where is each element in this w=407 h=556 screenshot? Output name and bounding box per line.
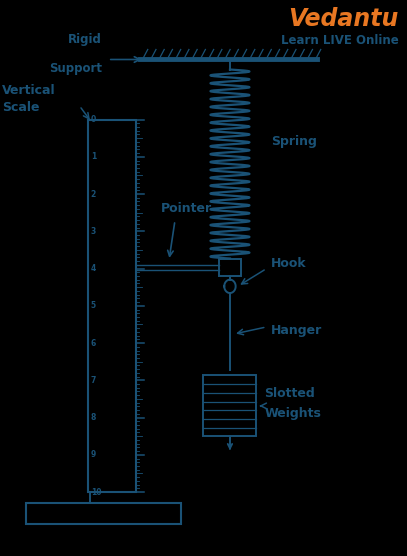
Bar: [219, 259, 241, 276]
Text: 9: 9: [91, 450, 96, 459]
Text: 8: 8: [91, 413, 96, 422]
Text: 4: 4: [91, 264, 96, 273]
Text: Weights: Weights: [265, 407, 322, 420]
Text: Scale: Scale: [2, 101, 39, 114]
Text: Vedantu: Vedantu: [289, 7, 399, 32]
Text: 0: 0: [91, 115, 96, 124]
Bar: [88, 120, 136, 492]
Text: Spring: Spring: [271, 135, 317, 148]
Text: 7: 7: [91, 376, 96, 385]
Text: Learn LIVE Online: Learn LIVE Online: [281, 33, 399, 47]
Text: Support: Support: [49, 62, 102, 75]
Text: 10: 10: [91, 488, 101, 497]
Text: 5: 5: [91, 301, 96, 310]
Text: 3: 3: [91, 227, 96, 236]
Text: Rigid: Rigid: [68, 33, 102, 46]
Text: Hook: Hook: [271, 257, 306, 270]
Text: Slotted: Slotted: [265, 388, 315, 400]
Bar: [204, 375, 256, 436]
Text: 2: 2: [91, 190, 96, 198]
Bar: [26, 503, 181, 524]
Text: Pointer: Pointer: [161, 202, 212, 215]
Text: Vertical: Vertical: [2, 85, 56, 97]
Text: Hanger: Hanger: [271, 324, 322, 337]
Text: 1: 1: [91, 152, 96, 161]
Text: 6: 6: [91, 339, 96, 348]
